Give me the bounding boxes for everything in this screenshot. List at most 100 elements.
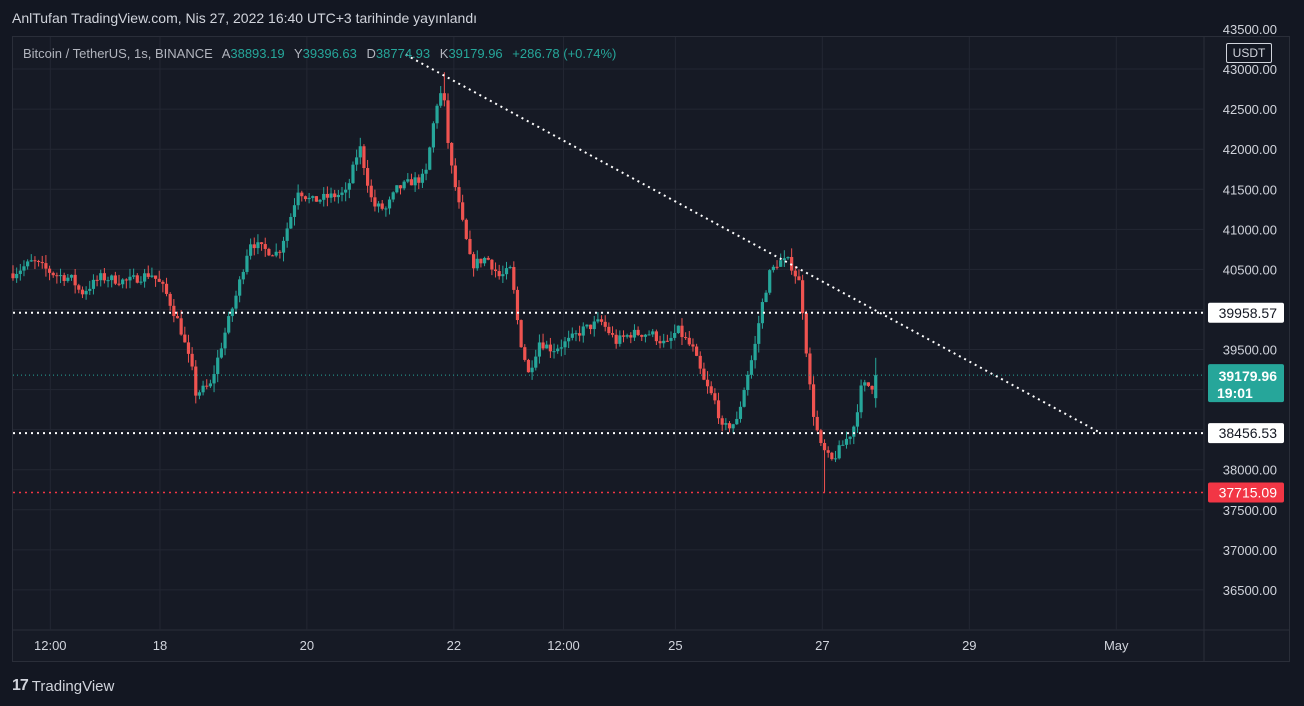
candle-body <box>311 196 315 198</box>
candle-body <box>212 374 216 384</box>
candle-body <box>504 268 509 275</box>
candle-body <box>106 280 110 282</box>
y-tick-label: 42000.00 <box>1223 142 1277 157</box>
downtrend-line <box>405 53 1102 435</box>
candle-body <box>259 242 264 245</box>
candles <box>11 72 878 493</box>
candle-body <box>439 93 443 106</box>
candle-body <box>501 274 505 277</box>
candle-body <box>336 194 340 198</box>
candle-body <box>344 189 348 193</box>
candle-body <box>95 279 99 281</box>
candle-body <box>526 359 531 373</box>
candle-body <box>559 347 563 349</box>
candle-body <box>702 368 706 380</box>
candle-body <box>267 248 271 256</box>
candle-body <box>563 341 567 348</box>
candle-body <box>775 266 779 268</box>
candle-body <box>793 270 797 277</box>
brand-name: TradingView <box>31 677 115 695</box>
candle-body <box>482 257 487 264</box>
candle-body <box>614 334 618 344</box>
candle-body <box>369 185 373 198</box>
candle-body <box>11 273 15 279</box>
candle-body <box>735 418 739 425</box>
candle-body <box>318 199 322 202</box>
candle-body <box>534 356 538 368</box>
candle-body <box>508 267 512 269</box>
candle-body <box>139 281 143 283</box>
candle-body <box>263 244 267 249</box>
candle-body <box>194 366 198 396</box>
candle-body <box>833 458 838 460</box>
candle-body <box>738 406 743 419</box>
candle-body <box>468 238 472 255</box>
candle-body <box>208 383 213 387</box>
candle-body <box>691 344 695 347</box>
candle-body <box>581 326 585 336</box>
candle-body <box>186 342 191 354</box>
candle-body <box>588 324 593 330</box>
candle-body <box>380 203 384 209</box>
candle-body <box>150 275 154 277</box>
candle-body <box>651 331 655 335</box>
candle-body <box>757 323 761 344</box>
candle-body <box>837 445 841 459</box>
candle-body <box>128 276 132 281</box>
candle-body <box>435 105 439 124</box>
candle-body <box>69 274 74 278</box>
candle-body <box>281 240 286 253</box>
candle-body <box>457 187 461 203</box>
candle-body <box>161 281 165 284</box>
candle-body <box>355 157 359 165</box>
candle-body <box>556 348 560 352</box>
high-label: Y <box>293 46 303 61</box>
candle-body <box>376 203 381 207</box>
candle-body <box>453 165 457 188</box>
y-tick-label: 37500.00 <box>1223 503 1277 518</box>
candle-body <box>552 351 556 353</box>
y-tick-label: 38000.00 <box>1223 463 1277 478</box>
y-tick-label: 42500.00 <box>1223 102 1277 117</box>
candle-body <box>801 280 805 314</box>
candle-body <box>746 374 750 391</box>
candle-body <box>621 335 626 337</box>
candle-body <box>815 416 819 431</box>
candle-body <box>365 168 370 186</box>
candle-body <box>249 244 253 256</box>
candle-body <box>395 185 399 193</box>
y-tick-label: 41500.00 <box>1223 182 1277 197</box>
candle-body <box>113 275 117 284</box>
candle-body <box>362 146 366 169</box>
candle-body <box>698 355 702 369</box>
candle-body <box>55 275 59 277</box>
candle-body <box>515 289 520 321</box>
candle-body <box>753 343 757 361</box>
candle-body <box>245 255 249 272</box>
candle-body <box>632 329 637 338</box>
candle-body <box>398 185 403 189</box>
candle-body <box>578 333 582 336</box>
footer-brand[interactable]: 17 TradingView <box>12 676 114 696</box>
candle-body <box>164 283 169 294</box>
candle-body <box>420 173 425 183</box>
x-tick-label: 29 <box>962 638 976 653</box>
candle-body <box>409 179 414 186</box>
candle-body <box>669 337 673 341</box>
candle-body <box>51 272 55 276</box>
candle-body <box>391 192 395 200</box>
candle-body <box>567 337 571 342</box>
candle-body <box>172 305 176 317</box>
candle-body <box>464 219 468 239</box>
candle-body <box>384 208 388 210</box>
currency-button[interactable]: USDT <box>1226 43 1272 63</box>
high-value: 39396.63 <box>302 46 357 61</box>
x-tick-label: 12:00 <box>34 638 67 653</box>
candle-body <box>797 276 801 281</box>
candle-body <box>201 385 205 393</box>
level-badge-text: 38456.53 <box>1219 425 1278 441</box>
candle-body <box>512 267 516 290</box>
candle-body <box>859 385 863 413</box>
level-badge-text: 37715.09 <box>1219 485 1278 501</box>
